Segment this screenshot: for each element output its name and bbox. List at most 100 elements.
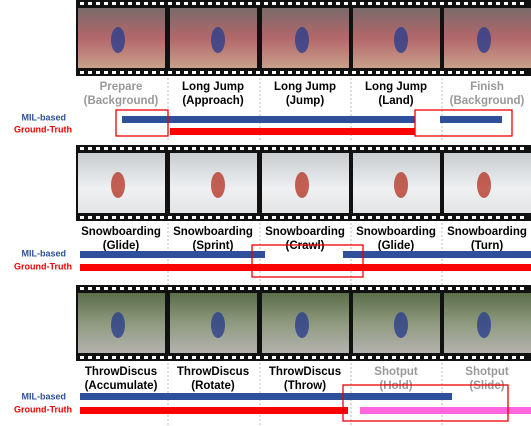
sprocket: [480, 71, 484, 74]
athlete: [394, 27, 408, 53]
sprocket: [384, 2, 388, 5]
sprocket: [296, 147, 300, 150]
sprocket: [296, 2, 300, 5]
sprocket: [464, 287, 468, 290]
sprocket: [88, 2, 92, 5]
sprocket: [360, 71, 364, 74]
sprocket: [160, 2, 164, 5]
sprocket: [320, 216, 324, 219]
sprocket: [136, 287, 140, 290]
sprocket: [184, 287, 188, 290]
sprocket: [392, 356, 396, 359]
frame-label: (Background): [84, 95, 159, 107]
sprocket: [352, 287, 356, 290]
sprocket: [432, 216, 436, 219]
sprocket: [88, 356, 92, 359]
mil-segment: [80, 393, 452, 400]
sprocket: [280, 216, 284, 219]
sprocket: [248, 216, 252, 219]
frame-label: Long Jump: [182, 81, 244, 93]
sprocket: [136, 356, 140, 359]
sprocket: [320, 356, 324, 359]
sprocket: [296, 71, 300, 74]
sprocket: [136, 2, 140, 5]
sprocket: [384, 147, 388, 150]
sprocket: [80, 216, 84, 219]
gt-segment: [80, 407, 348, 414]
sprocket: [144, 2, 148, 5]
sprocket: [248, 2, 252, 5]
athlete: [477, 312, 491, 338]
sprocket: [480, 356, 484, 359]
sprocket: [480, 147, 484, 150]
sprocket: [344, 71, 348, 74]
sprocket: [280, 147, 284, 150]
sprocket: [288, 216, 292, 219]
sprocket: [160, 287, 164, 290]
sprocket: [512, 147, 516, 150]
sprocket: [96, 287, 100, 290]
sprocket: [384, 356, 388, 359]
sprocket: [312, 287, 316, 290]
sprocket: [104, 216, 108, 219]
sprocket: [480, 287, 484, 290]
sprocket: [416, 216, 420, 219]
sprocket: [384, 287, 388, 290]
sprocket: [360, 147, 364, 150]
sprocket: [88, 147, 92, 150]
sprocket: [440, 287, 444, 290]
sprocket: [336, 287, 340, 290]
sprocket: [80, 287, 84, 290]
sprocket: [376, 356, 380, 359]
mil-segment: [122, 116, 415, 123]
sprocket: [192, 287, 196, 290]
sprocket: [112, 147, 116, 150]
sprocket: [288, 2, 292, 5]
sprocket: [496, 216, 500, 219]
sprocket: [400, 71, 404, 74]
sprocket: [200, 2, 204, 5]
sprocket: [248, 71, 252, 74]
sprocket: [280, 356, 284, 359]
sprocket: [328, 356, 332, 359]
sprocket: [272, 287, 276, 290]
sprocket: [232, 287, 236, 290]
sprocket: [136, 71, 140, 74]
frame-label: Snowboarding: [447, 226, 527, 238]
athlete: [394, 172, 408, 198]
sprocket: [272, 147, 276, 150]
sprocket: [120, 356, 124, 359]
sprocket: [464, 147, 468, 150]
sprocket: [224, 287, 228, 290]
sprocket: [112, 356, 116, 359]
athlete: [295, 172, 309, 198]
sprocket: [312, 71, 316, 74]
sprocket: [280, 2, 284, 5]
sprocket: [256, 71, 260, 74]
sprocket: [80, 2, 84, 5]
sprocket: [344, 287, 348, 290]
sprocket: [264, 147, 268, 150]
sprocket: [168, 2, 172, 5]
sprocket: [304, 287, 308, 290]
sprocket: [120, 287, 124, 290]
sprocket: [224, 2, 228, 5]
athlete: [477, 172, 491, 198]
sprocket: [160, 71, 164, 74]
mil-segment: [343, 251, 531, 258]
sprocket: [464, 216, 468, 219]
sprocket: [288, 147, 292, 150]
sprocket: [336, 71, 340, 74]
sprocket: [152, 287, 156, 290]
gt-segment: [360, 407, 531, 414]
sprocket: [104, 287, 108, 290]
sprocket: [264, 287, 268, 290]
sprocket: [152, 2, 156, 5]
sprocket: [400, 356, 404, 359]
athlete: [111, 312, 125, 338]
sprocket: [416, 147, 420, 150]
sprocket: [464, 71, 468, 74]
sprocket: [232, 147, 236, 150]
sprocket: [392, 216, 396, 219]
legend-gt: Ground-Truth: [14, 124, 72, 134]
